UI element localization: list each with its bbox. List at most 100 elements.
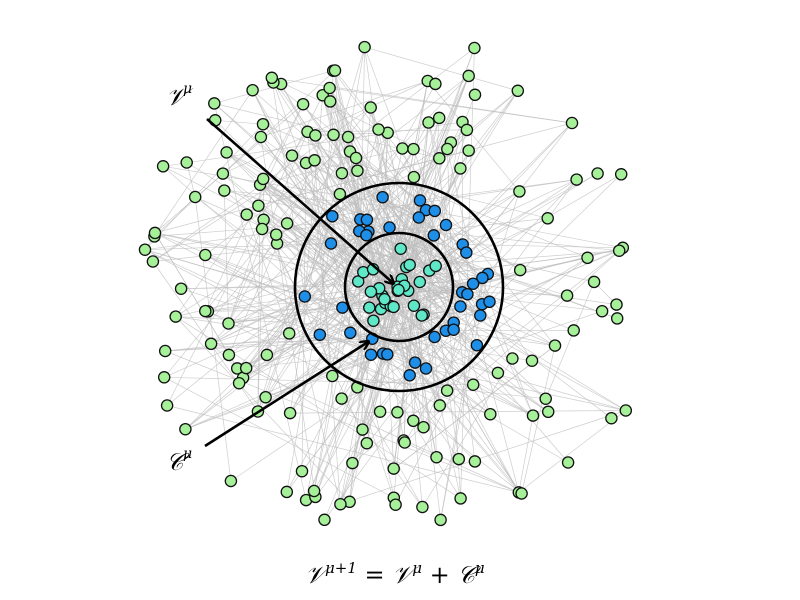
- network-edge: [521, 345, 556, 494]
- network-edge: [382, 197, 437, 458]
- network-edge: [286, 47, 365, 492]
- network-edge: [419, 200, 441, 406]
- shell-node: [474, 309, 487, 322]
- outer-node: [148, 226, 162, 240]
- network-edge: [165, 350, 522, 494]
- network-edge: [370, 107, 441, 406]
- network-edge: [314, 160, 410, 266]
- eq-v-sup: μ: [412, 559, 422, 577]
- network-edge: [340, 410, 626, 505]
- outer-node: [587, 275, 601, 289]
- shell-node: [403, 369, 416, 382]
- outer-node: [454, 492, 467, 505]
- outer-node: [610, 298, 623, 311]
- core-node: [364, 285, 378, 298]
- outer-node: [220, 146, 233, 159]
- network-edge: [425, 329, 454, 369]
- outer-node: [160, 399, 174, 412]
- outer-node: [280, 217, 294, 230]
- network-edge: [349, 151, 361, 220]
- shell-node: [408, 356, 422, 369]
- outer-node: [372, 123, 385, 136]
- network-edge: [260, 80, 428, 138]
- network-edge: [222, 80, 428, 174]
- outer-node: [581, 251, 594, 265]
- core-node: [407, 299, 421, 312]
- outer-node: [256, 117, 270, 131]
- outer-node: [432, 111, 446, 125]
- shell-node: [476, 271, 489, 285]
- outer-node: [323, 95, 337, 108]
- network-edge: [205, 310, 491, 415]
- outer-node: [174, 282, 188, 295]
- outer-node: [462, 69, 475, 83]
- network-edge: [207, 231, 369, 312]
- update-equation: 𝒱μ+1 = 𝒱μ + 𝒞μ: [305, 559, 485, 589]
- network-edge: [265, 216, 333, 398]
- network-edge: [341, 75, 469, 174]
- network-edge: [186, 162, 364, 273]
- core-node: [415, 309, 429, 322]
- network-edge: [215, 119, 264, 125]
- network-edge: [433, 235, 490, 303]
- outer-node: [360, 436, 374, 450]
- node-layer: [138, 40, 633, 527]
- network-edge: [266, 287, 380, 356]
- network-edge: [154, 232, 238, 369]
- outer-node: [232, 376, 246, 390]
- network-edge: [211, 336, 435, 345]
- network-edge: [395, 345, 478, 505]
- outer-node: [341, 130, 355, 144]
- outer-node: [157, 371, 171, 384]
- network-edge: [175, 131, 308, 317]
- outer-node: [460, 123, 474, 137]
- outer-node: [441, 142, 454, 156]
- network-edge: [252, 89, 474, 284]
- network-edge: [370, 291, 534, 416]
- shell-node: [364, 348, 378, 361]
- outer-node: [280, 485, 294, 499]
- outer-node: [389, 498, 402, 511]
- outer-node: [240, 208, 253, 221]
- v-label: 𝒱 μ: [166, 81, 194, 111]
- outer-node: [179, 422, 192, 436]
- network-edge: [350, 332, 534, 416]
- network-edge: [319, 334, 522, 494]
- outer-node: [259, 390, 272, 404]
- network-edge: [332, 215, 618, 319]
- network-edge: [166, 200, 421, 406]
- network-edge: [329, 87, 573, 124]
- outer-node: [323, 81, 336, 95]
- core-node: [392, 283, 405, 297]
- outer-node: [506, 352, 519, 365]
- shell-node: [428, 204, 442, 218]
- outer-node: [269, 228, 283, 241]
- network-edge: [164, 376, 394, 499]
- network-edge: [466, 173, 598, 253]
- shell-node: [428, 330, 441, 344]
- outer-node: [333, 187, 347, 201]
- outer-node: [619, 404, 633, 417]
- network-edge: [341, 398, 423, 508]
- network-edge: [364, 46, 518, 92]
- network-edge: [276, 176, 415, 235]
- network-edge: [276, 234, 549, 413]
- network-edge: [180, 288, 416, 363]
- outer-node: [398, 436, 411, 449]
- outer-node: [318, 513, 331, 527]
- network-edge: [384, 75, 470, 304]
- outer-node: [541, 405, 555, 419]
- network-edge: [213, 103, 307, 501]
- network-edge: [434, 336, 520, 493]
- outer-node: [515, 487, 528, 500]
- outer-node: [239, 361, 253, 375]
- v-label-superscript: μ: [183, 81, 192, 97]
- outer-node: [334, 497, 347, 511]
- shell-node: [461, 287, 474, 301]
- outer-node: [252, 199, 265, 212]
- outer-node: [295, 464, 309, 478]
- network-edge: [368, 75, 470, 308]
- network-edge: [289, 269, 374, 414]
- outer-node: [180, 156, 193, 169]
